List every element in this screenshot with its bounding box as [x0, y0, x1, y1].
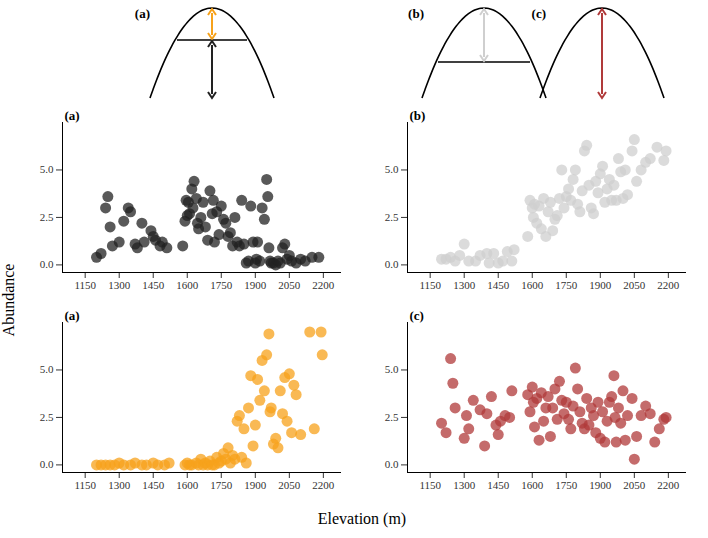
svg-text:1450: 1450	[487, 479, 510, 491]
svg-text:Elevation (m): Elevation (m)	[318, 510, 406, 528]
svg-text:0.0: 0.0	[40, 458, 54, 470]
svg-text:1900: 1900	[589, 279, 612, 291]
svg-text:1450: 1450	[487, 279, 510, 291]
svg-text:(b): (b)	[408, 6, 424, 21]
svg-text:1750: 1750	[555, 479, 578, 491]
svg-text:1150: 1150	[419, 479, 441, 491]
svg-text:0.0: 0.0	[385, 458, 399, 470]
svg-text:1450: 1450	[142, 479, 165, 491]
svg-text:5.0: 5.0	[385, 363, 399, 375]
svg-text:1150: 1150	[74, 279, 96, 291]
svg-text:2050: 2050	[278, 279, 301, 291]
svg-text:5.0: 5.0	[40, 363, 54, 375]
svg-text:2200: 2200	[312, 479, 335, 491]
svg-text:2050: 2050	[623, 279, 646, 291]
svg-text:1900: 1900	[244, 279, 267, 291]
svg-text:1450: 1450	[142, 279, 165, 291]
svg-text:(c): (c)	[410, 308, 424, 323]
svg-text:0.0: 0.0	[385, 258, 399, 270]
svg-text:2200: 2200	[657, 479, 680, 491]
svg-text:2200: 2200	[657, 279, 680, 291]
svg-text:2200: 2200	[312, 279, 335, 291]
svg-text:5.0: 5.0	[385, 163, 399, 175]
svg-text:(a): (a)	[65, 108, 80, 123]
svg-text:1900: 1900	[244, 479, 267, 491]
svg-text:2.5: 2.5	[385, 211, 399, 223]
svg-text:1300: 1300	[453, 479, 476, 491]
svg-text:0.0: 0.0	[40, 258, 54, 270]
svg-text:1150: 1150	[74, 479, 96, 491]
svg-text:2.5: 2.5	[40, 411, 54, 423]
svg-text:1300: 1300	[108, 479, 130, 491]
svg-text:(c): (c)	[532, 6, 546, 21]
svg-text:1600: 1600	[521, 279, 544, 291]
svg-text:2.5: 2.5	[385, 411, 399, 423]
svg-text:1150: 1150	[419, 279, 441, 291]
svg-text:1750: 1750	[210, 279, 233, 291]
svg-text:2.5: 2.5	[40, 211, 54, 223]
svg-text:Abundance: Abundance	[0, 264, 17, 337]
svg-text:1750: 1750	[210, 479, 233, 491]
svg-text:1600: 1600	[521, 479, 544, 491]
svg-text:1300: 1300	[108, 279, 130, 291]
svg-text:2050: 2050	[623, 479, 646, 491]
svg-text:1900: 1900	[589, 479, 612, 491]
svg-text:(a): (a)	[65, 308, 80, 323]
svg-text:2050: 2050	[278, 479, 301, 491]
svg-text:5.0: 5.0	[40, 163, 54, 175]
svg-text:1600: 1600	[176, 279, 199, 291]
svg-text:1600: 1600	[176, 479, 199, 491]
svg-text:(b): (b)	[410, 108, 426, 123]
svg-text:(a): (a)	[135, 6, 150, 21]
svg-text:1300: 1300	[453, 279, 476, 291]
svg-text:1750: 1750	[555, 279, 578, 291]
